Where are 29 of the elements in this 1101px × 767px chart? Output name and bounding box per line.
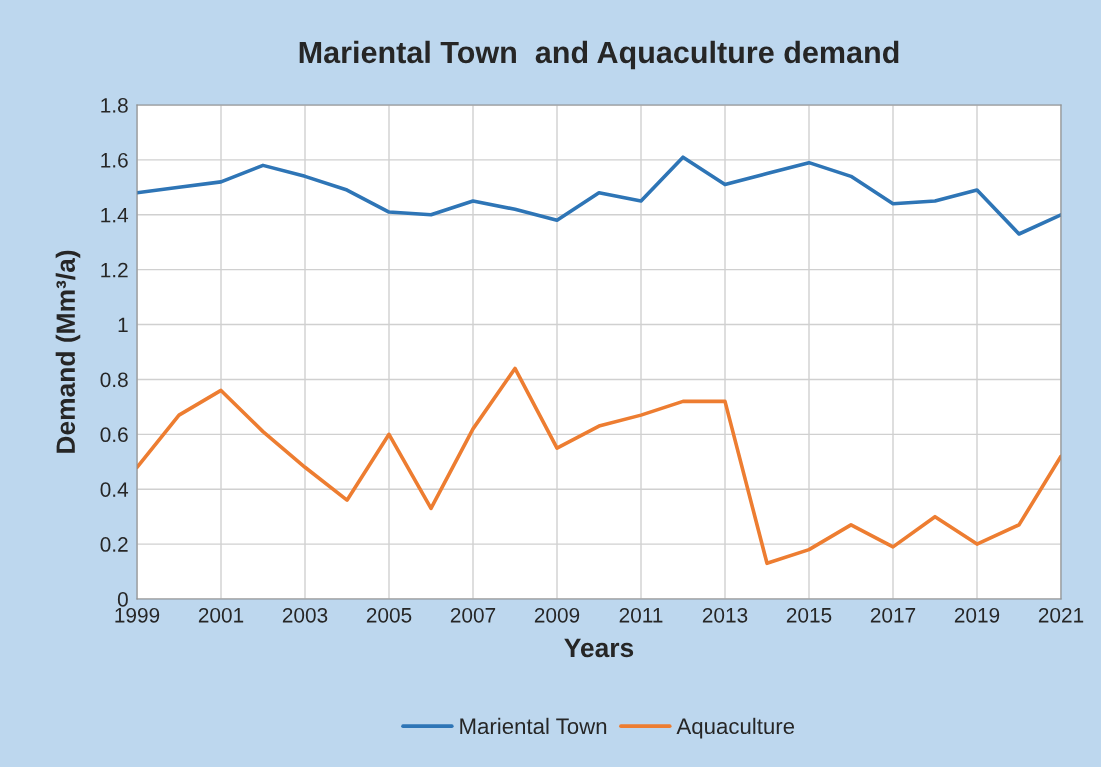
y-axis-title: Demand (Mm³/a) [55,250,81,453]
x-tick-label: 2019 [954,607,1000,623]
y-tick-label: 0.2 [100,537,128,552]
y-tick-label: 1.2 [101,262,128,278]
x-tick-label: 1999 [115,607,160,623]
x-tick-label: 2001 [198,607,244,623]
y-tick-label: 0.6 [100,427,128,443]
chart-title: Mariental Town and Aquaculture demand [299,40,899,70]
x-tick-label: 2003 [282,607,328,623]
y-tick-label: 0 [117,592,128,607]
x-axis-title: Years [564,638,634,658]
x-tick-label: 2009 [534,607,580,623]
x-tick-label: 2007 [450,607,496,623]
legend-label: Aquaculture [676,717,795,739]
legend-label: Mariental Town [460,717,607,735]
x-tick-label: 2013 [702,607,748,623]
line-series [137,155,1061,236]
line-series [137,366,1061,566]
y-tick-label: 1.4 [101,207,129,223]
y-tick-label: 0.4 [100,482,129,497]
x-tick-label: 2015 [786,607,832,623]
y-tick-label: 1.6 [101,152,128,168]
x-tick-label: 2021 [1038,607,1084,623]
x-tick-label: 2011 [619,607,663,623]
y-tick-label: 0.8 [100,372,128,388]
y-tick-label: 1.8 [101,98,128,113]
x-tick-label: 2017 [870,607,916,623]
x-tick-label: 2005 [366,607,412,623]
y-tick-label: 1 [118,317,128,333]
